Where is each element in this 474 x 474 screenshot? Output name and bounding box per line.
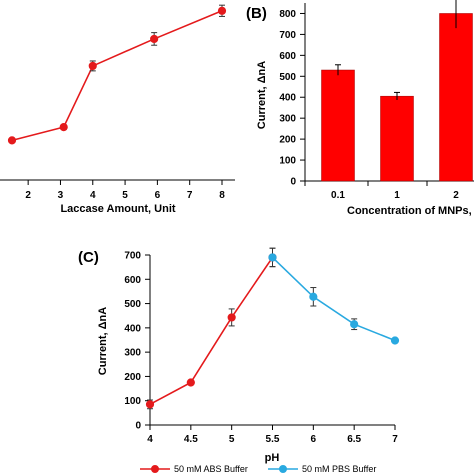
x-tick-label: 1 (394, 190, 400, 201)
legend-marker-abs (151, 465, 159, 473)
panel-a-series (7, 4, 227, 145)
panel-b-label: (B) (246, 5, 267, 22)
panel-a-line-chart: 2 3 4 5 6 7 8 Laccase Amount, Unit (0, 4, 235, 215)
panel-b-x-ticks: 0.1 1 2 (304, 181, 459, 201)
data-point (217, 6, 227, 15)
data-point (350, 320, 359, 329)
x-tick-label: 4 (147, 434, 153, 445)
data-point (309, 292, 318, 301)
y-tick-label: 700 (279, 30, 296, 41)
y-tick-label: 500 (124, 299, 141, 310)
data-point (150, 34, 159, 44)
y-tick-label: 0 (290, 177, 296, 188)
x-tick-label: 8 (219, 190, 225, 201)
panel-c-series (145, 247, 400, 410)
y-tick-label: 0 (135, 421, 141, 432)
y-tick-label: 100 (279, 156, 296, 167)
y-tick-label: 800 (279, 9, 296, 20)
data-point (186, 378, 195, 387)
x-tick-label: 6.5 (347, 434, 361, 445)
legend-label-abs: 50 mM ABS Buffer (174, 464, 248, 474)
panel-a-x-ticks: 2 3 4 5 6 7 8 (25, 180, 225, 201)
y-tick-label: 700 (124, 251, 141, 262)
x-tick-label: 3 (58, 190, 64, 201)
x-tick-label: 5.5 (266, 434, 280, 445)
legend-item-pbs: 50 mM PBS Buffer (268, 464, 376, 474)
data-point (268, 253, 277, 262)
series-line-0 (11, 10, 223, 142)
x-tick-label: 7 (187, 190, 193, 201)
x-tick-label: 5 (122, 190, 128, 201)
x-tick-label: 2 (453, 190, 459, 201)
y-tick-label: 600 (124, 275, 141, 286)
y-tick-label: 600 (279, 51, 296, 62)
panel-c-line-chart: (C) 0 100 200 300 400 500 600 700 4 4.5 5 5.5 6 6.5 7… (78, 247, 400, 464)
panel-b-x-axis-label: Concentration of MNPs, m (347, 205, 474, 217)
panel-c-x-axis-label: pH (265, 452, 280, 464)
data-point (7, 136, 17, 145)
data-point (59, 123, 68, 132)
series-line-1 (271, 256, 396, 342)
x-tick-label: 0.1 (331, 190, 345, 201)
panel-a-x-axis-label: Laccase Amount, Unit (60, 203, 175, 215)
legend-item-abs: 50 mM ABS Buffer (140, 464, 248, 474)
x-tick-label: 2 (25, 190, 31, 201)
series-line-0 (149, 256, 274, 406)
panel-c-y-ticks: 0 100 200 300 400 500 600 700 (124, 251, 150, 432)
bar (439, 13, 473, 182)
y-tick-label: 400 (279, 93, 296, 104)
panel-b-bars (321, 0, 473, 182)
x-tick-label: 6 (311, 434, 317, 445)
y-tick-label: 200 (279, 135, 296, 146)
y-tick-label: 300 (279, 114, 296, 125)
panel-c-x-ticks: 4 4.5 5 5.5 6 6.5 7 (147, 425, 398, 445)
legend-label-pbs: 50 mM PBS Buffer (302, 464, 376, 474)
legend: 50 mM ABS Buffer 50 mM PBS Buffer (140, 464, 376, 474)
bar (321, 69, 355, 182)
y-tick-label: 300 (124, 348, 141, 359)
x-tick-label: 7 (392, 434, 398, 445)
bar (380, 95, 414, 182)
legend-marker-pbs (279, 465, 287, 473)
x-tick-label: 4 (90, 190, 96, 201)
data-point (88, 61, 97, 71)
x-tick-label: 4.5 (184, 434, 198, 445)
panel-b-y-axis-label: Current, ΔnA (256, 61, 268, 129)
panel-c-label: (C) (78, 249, 99, 266)
data-point (227, 313, 236, 322)
y-tick-label: 100 (124, 396, 141, 407)
x-tick-label: 5 (229, 434, 235, 445)
y-tick-label: 400 (124, 323, 141, 334)
x-tick-label: 6 (155, 190, 161, 201)
panel-b-y-ticks: 0 100 200 300 400 500 600 700 800 (279, 9, 305, 188)
y-tick-label: 200 (124, 372, 141, 383)
data-point (390, 336, 400, 345)
y-tick-label: 500 (279, 72, 296, 83)
data-point (145, 400, 155, 409)
panel-b-bar-chart: (B) 0 100 200 300 400 500 600 700 800 0.1 1 2 Curr… (246, 0, 474, 217)
panel-c-y-axis-label: Current, ΔnA (97, 307, 109, 375)
